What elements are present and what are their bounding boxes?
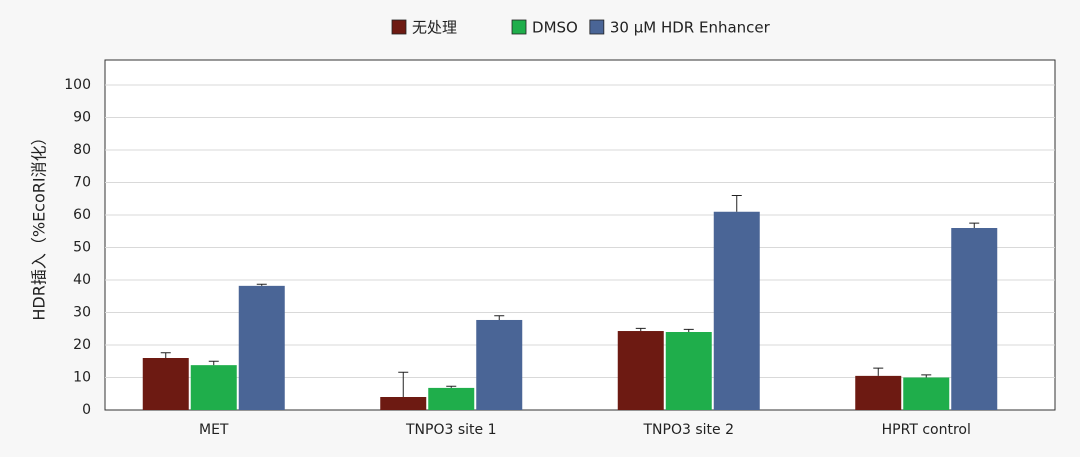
legend-label: 无处理	[412, 19, 457, 37]
y-tick-label: 70	[73, 175, 91, 191]
y-tick-label: 80	[73, 142, 91, 158]
bar	[190, 365, 237, 410]
x-tick-label: TNPO3 site 2	[643, 422, 735, 438]
bar	[428, 387, 475, 410]
legend-label: DMSO	[532, 19, 578, 37]
y-tick-label: 30	[73, 305, 91, 321]
y-tick-label: 100	[64, 77, 91, 93]
bar	[855, 375, 902, 410]
error-bar	[398, 371, 409, 397]
error-bar	[160, 352, 171, 358]
y-tick-label: 50	[73, 240, 91, 256]
error-bar	[208, 360, 219, 366]
legend-swatch	[511, 19, 527, 35]
legend-swatch	[589, 19, 605, 35]
bar	[617, 331, 664, 410]
error-bar	[921, 374, 932, 378]
y-tick-label: 10	[73, 370, 91, 386]
y-tick-label: 90	[73, 110, 91, 126]
bar	[380, 397, 427, 410]
y-tick-label: 0	[82, 402, 91, 418]
y-axis-label: HDR插入（%EcoRI消化）	[30, 129, 49, 320]
error-bar	[256, 283, 267, 286]
y-tick-label: 40	[73, 272, 91, 288]
y-tick-label: 60	[73, 207, 91, 223]
bar	[238, 285, 285, 410]
bar	[951, 228, 998, 410]
error-bar	[873, 367, 884, 376]
error-bar	[683, 328, 694, 332]
x-tick-label: TNPO3 site 1	[405, 422, 497, 438]
x-tick-label: HPRT control	[882, 422, 971, 438]
error-bar	[446, 385, 457, 388]
bar	[903, 377, 950, 410]
legend-label: 30 µM HDR Enhancer	[610, 19, 771, 37]
bar	[665, 332, 712, 410]
x-tick-label: MET	[199, 422, 229, 438]
bar	[476, 319, 523, 410]
error-bar	[731, 195, 742, 212]
y-tick-label: 20	[73, 337, 91, 353]
legend-swatch	[391, 19, 407, 35]
error-bar	[494, 315, 505, 320]
error-bar	[635, 327, 646, 332]
bar	[142, 358, 189, 410]
error-bar	[969, 222, 980, 228]
bar	[713, 211, 760, 410]
